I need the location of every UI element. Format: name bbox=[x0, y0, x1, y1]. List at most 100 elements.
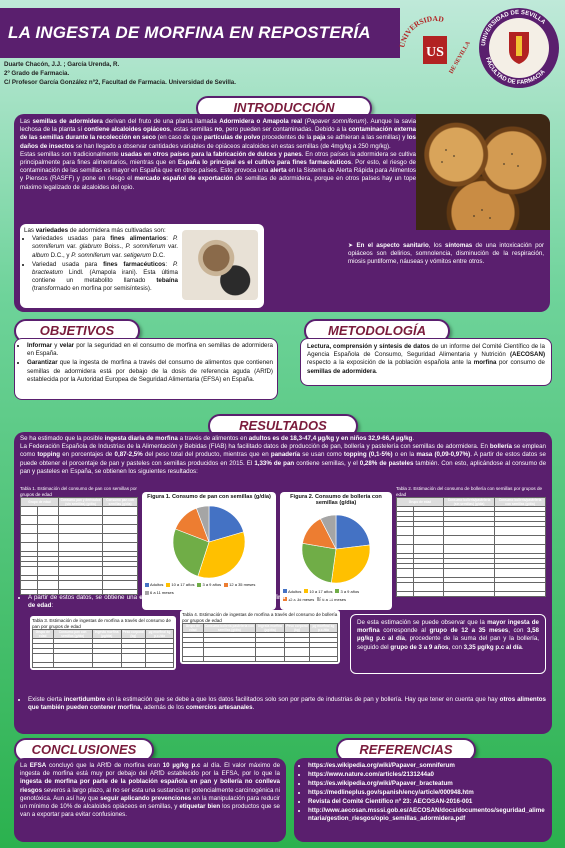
table4-row: 6-11 meses 0,19 5,3 9 0,59 bbox=[182, 656, 339, 663]
table1: Grupo de edad Consumo pan y derivados (si… bbox=[19, 497, 138, 596]
table4-header-cell: Grupo de edad bbox=[182, 623, 204, 634]
table4-cell: 0,37 bbox=[202, 647, 257, 658]
table3-row: 12-35 meses 1,89 5,3 12 0,44 bbox=[32, 653, 174, 664]
table2-row: 12-35 meses Media 35,96 0,10 bbox=[395, 568, 546, 579]
table2-cell: 6-11 meses bbox=[395, 582, 415, 593]
figure2-legend: Adultos 10 a 17 años 3 a 9 años 12 a 35 mes… bbox=[280, 589, 392, 602]
table4-cell: 12 bbox=[284, 647, 310, 658]
table4-header-row: Grupo de edad Consumo bollería pastelería… bbox=[182, 623, 339, 634]
table4-header-cell: Consumo bollería pastelería con semillas… bbox=[202, 623, 257, 634]
pie1-legend-label: 6 a 11 meses bbox=[150, 590, 174, 596]
table4-row: 12-35 meses 0,37 10,4 12 0,87 bbox=[182, 647, 339, 658]
table2-row: 10-17 años Media 78,28 0,22 bbox=[395, 544, 546, 555]
table1-cell: 1,53 bbox=[102, 542, 138, 553]
pie2-slice-4 bbox=[320, 514, 337, 549]
table4-cell: 10-17 años bbox=[182, 637, 204, 644]
ref-item-2[interactable]: https://www.nature.com/articles/2131244a… bbox=[308, 771, 546, 779]
table2-cell bbox=[395, 535, 415, 546]
table2-row: P95 Pastas/pasteles 106,75 0,30 bbox=[395, 535, 546, 546]
ref-item-1[interactable]: https://es.wikipedia.org/wiki/Papaver_so… bbox=[308, 762, 546, 770]
table2-cell: P95 Pastas/pasteles bbox=[413, 535, 444, 546]
table1-cell: 115,04 bbox=[57, 542, 104, 553]
table2-row: P95 95,28 0,27 bbox=[395, 577, 546, 584]
table1-cell: 12,62 bbox=[57, 580, 104, 591]
table4-caption: Tabla 4. Estimación de ingestas de morfi… bbox=[182, 612, 338, 623]
figure1-legend: Adultos 10 a 17 años 3 a 9 años 12 a 35 mes… bbox=[142, 582, 276, 595]
varieties-intro: Las variedades de adormidera más cultiva… bbox=[24, 227, 166, 234]
objetivos-box: Informar y velar por la seguridad en el … bbox=[14, 338, 278, 400]
table1-cell: 10-17 años bbox=[19, 542, 39, 553]
table2-cell: 35,96 bbox=[442, 568, 496, 579]
table2-cell: 0,22 bbox=[494, 544, 546, 555]
pie1-legend-label: 10 a 17 años bbox=[171, 582, 195, 588]
pie1-legend-swatch bbox=[166, 582, 171, 587]
table2-block: Tabla 2. Estimación del consumo de bolle… bbox=[395, 486, 546, 598]
pie2-slice-2 bbox=[301, 542, 337, 583]
table3-header-cell: Consumo pan con semillas (g/día) bbox=[52, 629, 93, 640]
table2-cell: 10-17 años bbox=[395, 544, 415, 555]
pie1-legend-item: Adultos bbox=[145, 582, 163, 587]
table2-cell bbox=[395, 591, 415, 598]
table2-cell: 0,03 bbox=[494, 582, 546, 593]
table1-cell bbox=[19, 524, 39, 535]
table4-header-cell: µg morfina/ kg p.c./día bbox=[308, 623, 339, 634]
pie1-legend-label: 3 a 9 años bbox=[202, 582, 222, 588]
table1-cell: 198,68 bbox=[57, 515, 104, 526]
estimation-box: De esta estimación se puede observar que… bbox=[350, 614, 546, 674]
table2: Grupo de edad Consumo bollería/pastelería… bbox=[395, 497, 546, 598]
table1-row: 12-35 meses Media 39,7 0,53 bbox=[19, 566, 138, 577]
table2-cell bbox=[395, 526, 415, 537]
pie1-slice-1 bbox=[197, 531, 246, 579]
table4: Grupo de edad Consumo bollería pastelería… bbox=[182, 623, 339, 663]
table1-cell: 17,75 bbox=[57, 524, 104, 535]
table3-row: 6-11 meses 0,80 2,2 9 0,25 bbox=[32, 662, 174, 669]
table4-cell: 0,19 bbox=[202, 656, 257, 663]
table1-cell: 100,04 bbox=[57, 533, 104, 544]
table3-cell: 12 bbox=[120, 653, 147, 664]
objetivo-item-2: Garantizar que la ingesta de morfina a t… bbox=[27, 359, 273, 384]
table2-row: 6-11 meses Media 11,46 0,03 bbox=[395, 582, 546, 593]
pie1-legend-label: 12 a 35 meses bbox=[229, 582, 256, 588]
table1-row: Media pan integral 17,75 0,24 bbox=[19, 524, 138, 535]
table4-cell: 0,87 bbox=[308, 647, 339, 658]
pie2-legend-label: 3 a 9 años bbox=[340, 588, 360, 594]
table2-header-cell: Consumo bollería/pastelería con semillas… bbox=[494, 497, 546, 508]
table2-caption: Tabla 2. Estimación del consumo de bolle… bbox=[396, 486, 543, 497]
table1-row: P95 pan integral 100,04 1,33 bbox=[19, 533, 138, 544]
author-degree: 2º Grado de Farmacia. bbox=[4, 70, 70, 77]
table4-block: Tabla 4. Estimación de ingestas de morfi… bbox=[180, 610, 340, 665]
table2-cell: 0,30 bbox=[494, 535, 546, 546]
table4-cell: 9 bbox=[284, 656, 310, 663]
table3-header-row: Grupo de edad Consumo pan con semillas (g… bbox=[32, 629, 174, 640]
pie2-legend-item: 6 a 11 meses bbox=[317, 597, 346, 602]
table1-cell: Media bbox=[37, 580, 59, 591]
table2-row: Media Bollos 32,94 0,09 bbox=[395, 516, 546, 523]
pie2-slice-0 bbox=[335, 514, 371, 550]
table3-cell: 2,2 bbox=[91, 662, 122, 669]
table2-cell: Media Pastas/pasteles bbox=[413, 526, 444, 537]
conclusiones-text: La EFSA concluyó que la ARfD de morfina … bbox=[14, 758, 286, 842]
table1-cell: 0,63 bbox=[102, 589, 138, 596]
ref-item-3[interactable]: https://es.wikipedia.org/wiki/Papaver_br… bbox=[308, 780, 546, 788]
table3-header-cell: Peso corporal (kg) bbox=[120, 629, 147, 640]
table2-cell: 0,16 bbox=[494, 591, 546, 598]
table4-cell: 6-11 meses bbox=[182, 656, 204, 663]
table1-cell: 1,33 bbox=[102, 533, 138, 544]
pie1-legend-swatch bbox=[145, 590, 149, 595]
table2-cell: Media bbox=[413, 568, 444, 579]
ref-item-6[interactable]: http://www.aecosan.msssi.gob.es/AECOSAN/… bbox=[308, 807, 546, 823]
table2-cell: Media bbox=[413, 544, 444, 555]
figure1-pie bbox=[172, 506, 246, 579]
table4-cell: 0,59 bbox=[308, 656, 339, 663]
ref-item-4[interactable]: https://medlineplus.gov/spanish/ency/art… bbox=[308, 789, 546, 797]
table1-cell: 0,53 bbox=[102, 566, 138, 577]
logo1-mark: US bbox=[426, 45, 444, 60]
referencias-list: https://es.wikipedia.org/wiki/Papaver_so… bbox=[300, 762, 546, 823]
table1-cell: Adultos bbox=[19, 506, 39, 517]
table1-cell: Media pan blanco bbox=[37, 506, 59, 517]
table3-header-cell: Ingesta morfina (µg/día) bbox=[91, 629, 122, 640]
resultados-panel: Se ha estimado que la posible ingesta di… bbox=[14, 432, 552, 734]
varieties-list: Variedades usadas para fines alimentario… bbox=[24, 235, 178, 293]
pie1-legend-swatch bbox=[145, 582, 149, 587]
table2-cell: 106,75 bbox=[442, 535, 496, 546]
